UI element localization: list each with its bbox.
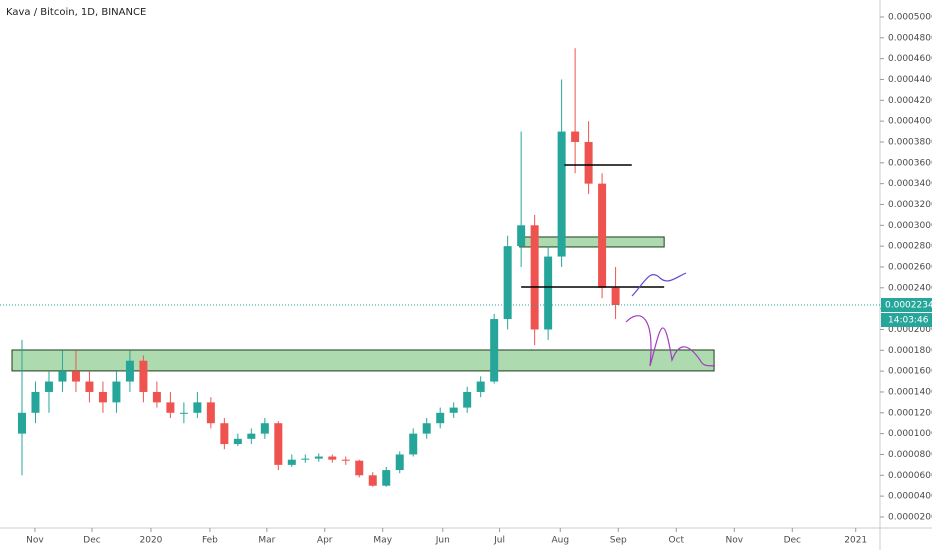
candle-body (139, 360, 148, 392)
candle-body (557, 131, 566, 257)
y-tick-label: 0.00024000 (888, 283, 932, 293)
x-tick-label: Jun (435, 536, 450, 546)
y-tick-label: 0.00016000 (888, 367, 932, 377)
y-tick-label: 0.00018000 (888, 346, 932, 356)
candle-body (274, 423, 283, 465)
y-tick-label: 0.00034000 (888, 179, 932, 189)
candle-body (125, 360, 134, 382)
candle-body (58, 371, 67, 382)
last-price-label: 0.00022347 (885, 301, 932, 311)
y-tick-label: 0.00030000 (888, 221, 932, 231)
plot: 0.00002000 0.00004000 0.00006000 0.00008000… (0, 12, 932, 546)
y-tick-label: 0.00028000 (888, 242, 932, 252)
candle-body (247, 433, 256, 439)
x-tick-label: Oct (669, 536, 685, 546)
y-tick-label: 0.00026000 (888, 262, 932, 272)
candle-body (152, 391, 161, 403)
y-tick-label: 0.00036000 (888, 158, 932, 168)
y-tick-label: 0.00008000 (888, 450, 932, 460)
y-tick-label: 0.00050000 (888, 12, 932, 22)
y-tick-label: 0.00020000 (888, 325, 932, 335)
candle-body (328, 456, 337, 460)
candle-body (503, 246, 512, 320)
candle-body (301, 458, 310, 460)
projection-path (631, 272, 687, 297)
candle-body (422, 423, 431, 434)
y-tick-label: 0.00042000 (888, 96, 932, 106)
candle-body (31, 391, 40, 413)
candle-body (44, 381, 53, 392)
candle-body (206, 402, 215, 424)
x-tick-label: Nov (726, 536, 744, 546)
candle-body (476, 381, 485, 392)
candle-body (530, 225, 539, 330)
candle-body (544, 256, 553, 330)
x-tick-label: May (373, 536, 392, 546)
candle-body (584, 141, 593, 184)
y-tick-label: 0.00004000 (888, 492, 932, 502)
y-tick-label: 0.00044000 (888, 75, 932, 85)
candle-body (179, 412, 188, 414)
x-tick-label: Mar (258, 536, 275, 546)
candle-body (85, 381, 94, 392)
x-tick-label: Feb (202, 536, 218, 546)
candle-body (368, 475, 377, 486)
x-tick-label: Dec (83, 536, 100, 546)
candle-body (166, 402, 175, 413)
y-tick-label: 0.00038000 (888, 137, 932, 147)
candle-body (287, 459, 296, 465)
y-tick-label: 0.00048000 (888, 33, 932, 43)
y-tick-label: 0.00012000 (888, 408, 932, 418)
candle-body (395, 454, 404, 471)
candle-body (260, 423, 269, 434)
candle-body (98, 391, 107, 403)
candle-body (517, 225, 526, 247)
y-tick-label: 0.00002000 (888, 512, 932, 522)
y-tick-label: 0.00006000 (888, 471, 932, 481)
x-tick-label: Apr (317, 536, 333, 546)
candle-body (112, 381, 121, 403)
candle-body (314, 456, 323, 459)
candle-body (382, 470, 391, 486)
candle-body (436, 412, 445, 424)
y-tick-label: 0.00014000 (888, 387, 932, 397)
y-tick-label: 0.00046000 (888, 54, 932, 64)
x-tick-label: Sep (610, 536, 627, 546)
candle-body (463, 391, 472, 408)
chart-title: Kava / Bitcoin, 1D, BINANCE (6, 7, 146, 18)
last-price-box (881, 298, 932, 313)
x-tick-label: Nov (26, 536, 44, 546)
candle-body (233, 438, 242, 445)
candle-body (220, 423, 229, 445)
zone (11, 349, 715, 372)
candle-body (490, 319, 499, 382)
candle-body (17, 412, 26, 434)
candle-body (571, 131, 580, 142)
y-tick-label: 0.00032000 (888, 200, 932, 210)
candle-body (355, 460, 364, 476)
candle-body (598, 183, 607, 288)
x-tick-label: Aug (551, 536, 569, 546)
countdown-box (881, 313, 932, 328)
candle-body (409, 433, 418, 455)
projection-path (625, 315, 716, 367)
x-tick-label: Jul (493, 536, 505, 546)
x-tick-label: 2020 (140, 536, 163, 546)
candle-body (193, 402, 202, 413)
y-tick-label: 0.00010000 (888, 429, 932, 439)
candle-body (71, 371, 80, 382)
x-tick-label: 2021 (844, 536, 867, 546)
candle-body (341, 459, 350, 461)
x-tick-label: Dec (784, 536, 801, 546)
candle-body (611, 287, 620, 306)
y-tick-label: 0.00040000 (888, 117, 932, 127)
zone (519, 236, 665, 248)
countdown-label: 14:03:46 (888, 316, 929, 326)
candle-body (449, 407, 458, 413)
